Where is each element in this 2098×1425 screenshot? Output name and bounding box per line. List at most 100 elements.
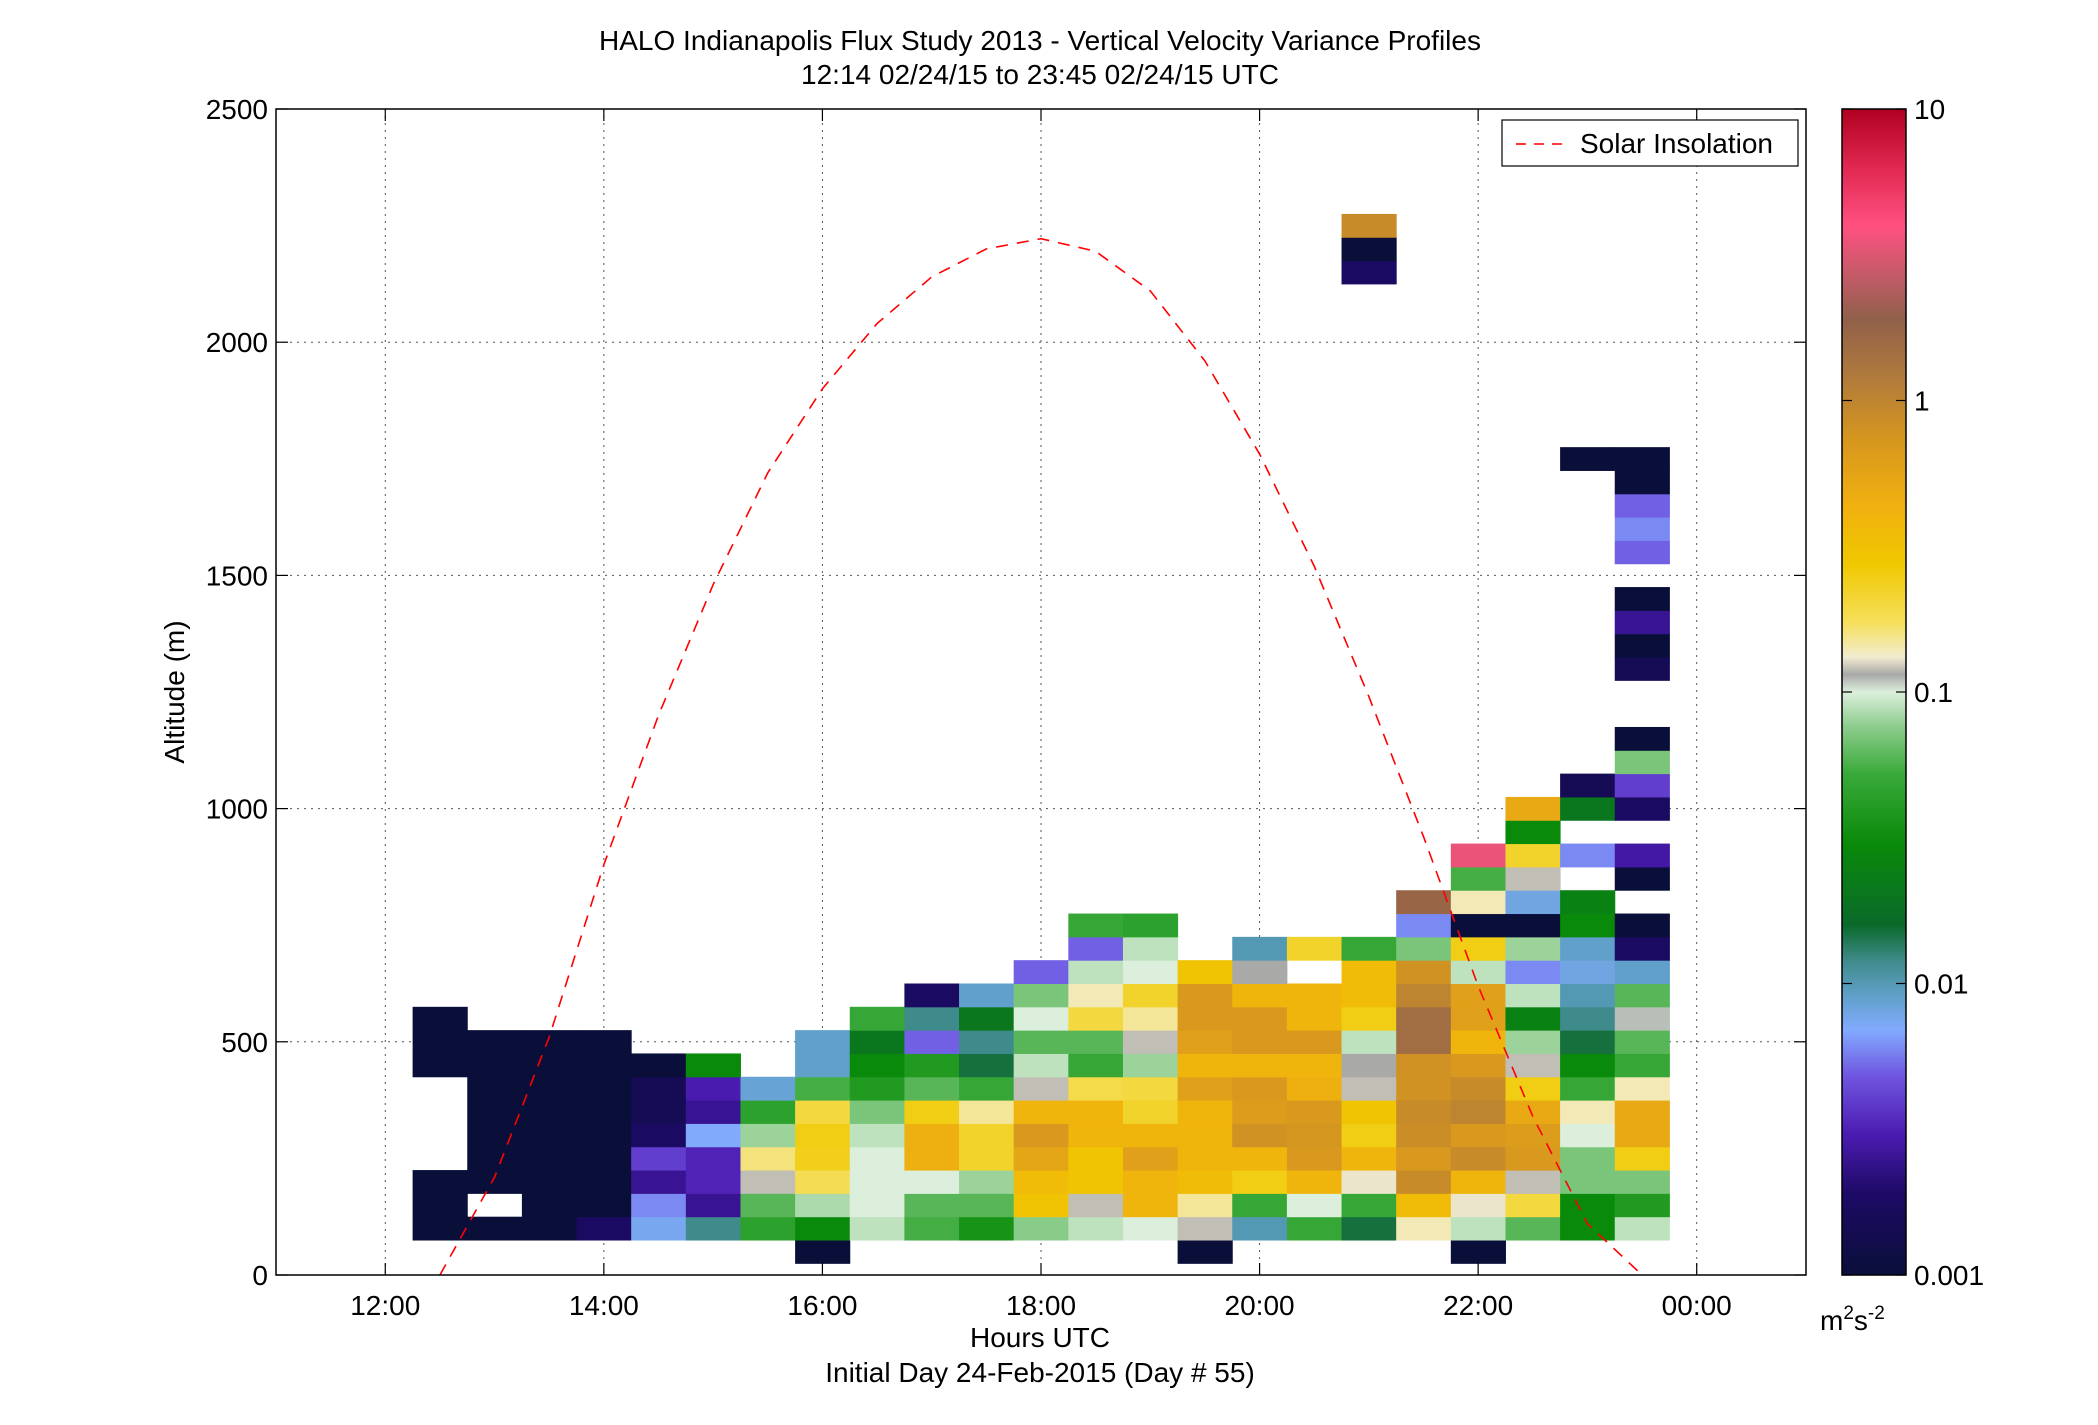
- heatmap-cell: [1560, 447, 1616, 471]
- heatmap-cell: [1122, 1193, 1179, 1218]
- heatmap-cell: [631, 1053, 687, 1078]
- heatmap-cell: [521, 1123, 578, 1148]
- heatmap-cell: [795, 1053, 851, 1078]
- heatmap-cell: [1560, 1006, 1616, 1031]
- heatmap-cell: [631, 1146, 687, 1171]
- heatmap-cell: [1450, 1100, 1506, 1124]
- heatmap-cell: [904, 1193, 960, 1218]
- heatmap-cell: [1286, 1006, 1343, 1031]
- heatmap-cell: [1614, 587, 1670, 611]
- heatmap-cell: [1232, 1146, 1288, 1171]
- y-tick-label: 2500: [206, 94, 268, 125]
- heatmap-cell: [1013, 1030, 1069, 1054]
- heatmap-cell: [1614, 1146, 1670, 1171]
- heatmap-cell: [1560, 843, 1616, 868]
- heatmap-cell: [1560, 1193, 1616, 1218]
- heatmap-cell: [412, 1193, 468, 1218]
- heatmap-cell: [1560, 1170, 1616, 1194]
- heatmap-cell: [576, 1100, 632, 1124]
- heatmap-cell: [1068, 913, 1124, 938]
- heatmap-cell: [1341, 1216, 1397, 1241]
- heatmap-cell: [1396, 1030, 1452, 1054]
- heatmap-cell: [1614, 447, 1670, 471]
- heatmap-cell: [1560, 796, 1616, 821]
- heatmap-cell: [1286, 1216, 1343, 1241]
- heatmap-cell: [1341, 1146, 1397, 1171]
- heatmap-cell: [795, 1100, 851, 1124]
- heatmap-cell: [1232, 960, 1288, 984]
- heatmap-cell: [1560, 960, 1616, 984]
- heatmap-cell: [1396, 960, 1452, 984]
- heatmap-cell: [1560, 936, 1616, 961]
- heatmap-cell: [1396, 1006, 1452, 1031]
- heatmap-cell: [1177, 1146, 1233, 1171]
- heatmap-cell: [1068, 936, 1124, 961]
- colorbar-tick-label: 0.1: [1914, 677, 1953, 708]
- heatmap-cell: [1614, 983, 1670, 1008]
- heatmap-cell: [1068, 1030, 1124, 1054]
- heatmap-cell: [1177, 1240, 1233, 1264]
- heatmap-cell: [631, 1170, 687, 1194]
- colorbar-tick-label: 1: [1914, 386, 1930, 417]
- heatmap-cell: [849, 1076, 905, 1101]
- heatmap-cell: [1122, 1030, 1179, 1054]
- heatmap-cell: [1560, 1053, 1616, 1078]
- heatmap-cell: [1068, 960, 1124, 984]
- heatmap-cell: [1232, 1123, 1288, 1148]
- heatmap-cell: [467, 1146, 523, 1171]
- heatmap-cell: [795, 1170, 851, 1194]
- x-tick-label: 16:00: [787, 1290, 857, 1321]
- heatmap-cell: [1286, 1030, 1343, 1054]
- heatmap-cell: [1177, 1216, 1233, 1241]
- heatmap-cell: [1614, 633, 1670, 658]
- heatmap-cell: [740, 1076, 796, 1101]
- heatmap-cell: [1232, 1100, 1288, 1124]
- heatmap-cell: [1068, 1123, 1124, 1148]
- heatmap-cell: [1232, 1216, 1288, 1241]
- heatmap-cell: [1177, 1193, 1233, 1218]
- x-axis-sublabel: Initial Day 24-Feb-2015 (Day # 55): [825, 1357, 1255, 1388]
- heatmap-cell: [849, 1123, 905, 1148]
- legend-box: [1501, 119, 1799, 167]
- x-tick-label: 22:00: [1443, 1290, 1513, 1321]
- heatmap-cell: [467, 1170, 523, 1194]
- heatmap-cell: [904, 1100, 960, 1124]
- heatmap-cell: [467, 1030, 523, 1054]
- heatmap-cell: [1450, 890, 1506, 915]
- heatmap-cell: [1505, 890, 1561, 915]
- heatmap-cell: [1560, 1146, 1616, 1171]
- heatmap-cell: [1614, 470, 1670, 495]
- heatmap-cell: [576, 1193, 632, 1218]
- heatmap-cell: [1505, 1053, 1561, 1078]
- heatmap-cell: [1286, 1146, 1343, 1171]
- heatmap-cell: [631, 1193, 687, 1218]
- colorbar-tick-label: 10: [1914, 94, 1945, 125]
- heatmap-cell: [467, 1076, 523, 1101]
- heatmap-cell: [1013, 1216, 1069, 1241]
- heatmap-cell: [1177, 1030, 1233, 1054]
- heatmap-cell: [631, 1216, 687, 1241]
- heatmap-cell: [1341, 1123, 1397, 1148]
- heatmap-cell: [1232, 1006, 1288, 1031]
- heatmap-cell: [1560, 1030, 1616, 1054]
- solar-curve-layer: [439, 237, 1643, 1276]
- heatmap-cell: [904, 1030, 960, 1054]
- heatmap-cell: [1013, 1170, 1069, 1194]
- heatmap-cells: [412, 213, 1670, 1264]
- heatmap-cell: [1450, 1216, 1506, 1241]
- heatmap-cell: [1505, 1146, 1561, 1171]
- heatmap-cell: [1286, 1100, 1343, 1124]
- heatmap-cell: [849, 1170, 905, 1194]
- heatmap-cell: [1614, 517, 1670, 541]
- heatmap-cell: [904, 1146, 960, 1171]
- heatmap-cell: [1341, 936, 1397, 961]
- heatmap-cell: [1232, 1053, 1288, 1078]
- heatmap-cell: [795, 1123, 851, 1148]
- heatmap-cell: [1505, 796, 1561, 821]
- heatmap-cell: [1286, 1170, 1343, 1194]
- heatmap-cell: [959, 1170, 1015, 1194]
- heatmap-cell: [1396, 913, 1452, 938]
- heatmap-cell: [1396, 1146, 1452, 1171]
- heatmap-cell: [904, 1170, 960, 1194]
- heatmap-cell: [467, 1053, 523, 1078]
